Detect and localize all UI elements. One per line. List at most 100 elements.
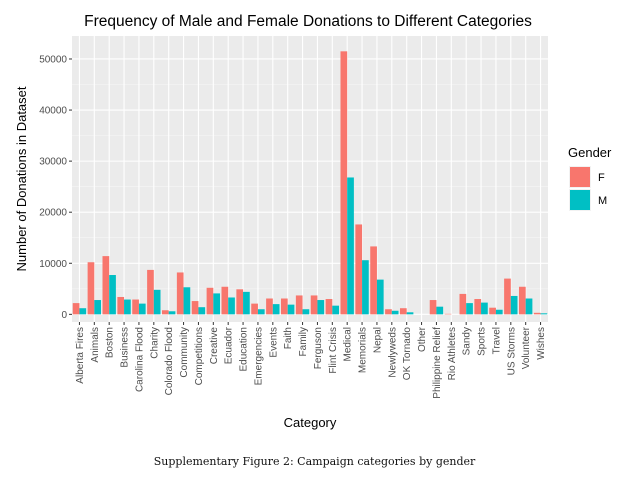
bar-M xyxy=(436,306,444,315)
bar-F xyxy=(385,309,392,315)
x-tick-label: Sandy xyxy=(462,327,473,355)
bar-F xyxy=(266,298,273,315)
bar-F xyxy=(370,246,377,315)
x-tick-label: Travel xyxy=(491,327,502,354)
x-tick-label: Community xyxy=(179,327,190,378)
x-tick-label: Business xyxy=(120,327,131,368)
bar-F xyxy=(295,295,303,315)
bar-M xyxy=(124,299,131,315)
x-axis-label: Category xyxy=(284,415,337,430)
bar-F xyxy=(459,293,467,315)
y-tick-label: 10000 xyxy=(39,259,67,270)
x-tick-label: Carolina Flood xyxy=(134,327,145,392)
bar-M xyxy=(213,293,221,315)
bar-F xyxy=(102,256,110,315)
bar-M xyxy=(287,304,295,315)
bar-M xyxy=(168,311,176,315)
x-tick-label: Volunteer xyxy=(521,326,532,369)
bar-M xyxy=(495,309,503,315)
bar-M xyxy=(362,260,369,315)
x-tick-label: US Storms xyxy=(506,327,517,375)
x-tick-label: OK Tornado xyxy=(402,327,413,381)
x-tick-label: Emergencies xyxy=(253,327,264,385)
bar-F xyxy=(533,312,541,315)
bar-M xyxy=(272,304,280,315)
bar-F xyxy=(191,301,199,315)
bar-F xyxy=(444,313,452,315)
minor-gridlines xyxy=(72,84,548,290)
bar-M xyxy=(302,309,310,315)
bar-M xyxy=(481,302,488,315)
x-tick-label: Memorials xyxy=(358,327,369,373)
x-axis: Alberta Fires Animals Boston Business Caroli… xyxy=(75,322,547,399)
y-tick-label: 0 xyxy=(61,310,67,321)
y-tick-label: 40000 xyxy=(39,106,67,117)
x-tick-label: Wishes xyxy=(536,327,547,360)
x-tick-label: Newlyweds xyxy=(387,327,398,378)
bar-M xyxy=(466,303,473,315)
legend-title: Gender xyxy=(568,145,612,160)
chart-title: Frequency of Male and Female Donations t… xyxy=(84,13,532,30)
bar-F xyxy=(518,286,526,315)
bar-M xyxy=(228,297,235,315)
legend: Gender FM xyxy=(568,145,612,211)
x-tick-label: Alberta Fires xyxy=(75,327,86,384)
figure-caption: Supplementary Figure 2: Campaign categor… xyxy=(153,455,476,468)
plot-panel xyxy=(72,36,548,322)
bar-M xyxy=(183,287,191,315)
legend-swatch-F xyxy=(570,167,590,187)
legend-label: F xyxy=(598,172,605,184)
y-axis-label: Number of Donations in Dataset xyxy=(14,86,29,271)
x-tick-label: Sports xyxy=(477,327,488,356)
bar-M xyxy=(94,300,102,315)
x-tick-label: Other xyxy=(417,326,428,352)
bar-F xyxy=(206,287,214,315)
bar-M xyxy=(391,310,399,315)
x-tick-label: Charity xyxy=(149,327,160,359)
bar-M xyxy=(153,289,161,315)
x-tick-label: Colorado Flood xyxy=(164,327,175,395)
x-tick-label: Flint Crisis xyxy=(328,327,339,374)
x-tick-label: Boston xyxy=(105,327,116,358)
bar-F xyxy=(280,298,288,315)
bar-F xyxy=(147,269,154,315)
bar-M xyxy=(510,295,518,315)
y-tick-label: 50000 xyxy=(39,54,67,65)
bar-F xyxy=(310,295,318,315)
y-tick-label: 20000 xyxy=(39,208,67,219)
bar-M xyxy=(332,305,340,315)
x-tick-label: Ecuador xyxy=(224,326,235,364)
x-tick-label: Medical xyxy=(343,327,354,361)
bar-F xyxy=(325,299,333,315)
bar-M xyxy=(525,298,533,315)
bar-M xyxy=(257,309,265,315)
bar-F xyxy=(489,307,496,315)
bars xyxy=(72,51,548,315)
bar-M xyxy=(540,313,548,315)
x-tick-label: Faith xyxy=(283,327,294,349)
x-tick-label: Nepal xyxy=(372,327,383,353)
x-tick-label: Philippine Relief xyxy=(432,327,443,399)
y-axis: 0 10000 20000 30000 40000 50000 xyxy=(39,54,72,321)
bar-F xyxy=(399,308,407,315)
x-tick-label: Competitions xyxy=(194,327,205,385)
bar-M xyxy=(243,291,250,315)
legend-swatch-M xyxy=(570,190,590,210)
x-tick-label: Rio Athletes xyxy=(447,327,458,380)
bar-M xyxy=(347,177,354,315)
bar-F xyxy=(221,286,229,315)
x-tick-label: Education xyxy=(239,327,250,371)
x-tick-label: Ferguson xyxy=(313,327,324,369)
x-tick-label: Events xyxy=(268,327,279,358)
bar-F xyxy=(117,296,125,315)
bar-M xyxy=(317,300,325,315)
x-tick-label: Animals xyxy=(90,327,101,363)
bar-F xyxy=(474,299,482,315)
x-tick-label: Family xyxy=(298,327,309,356)
bar-M xyxy=(376,279,384,315)
y-tick-label: 30000 xyxy=(39,157,67,168)
bar-M xyxy=(406,312,414,315)
bar-F xyxy=(340,51,348,315)
bar-F xyxy=(236,289,244,315)
legend-label: M xyxy=(598,195,607,207)
